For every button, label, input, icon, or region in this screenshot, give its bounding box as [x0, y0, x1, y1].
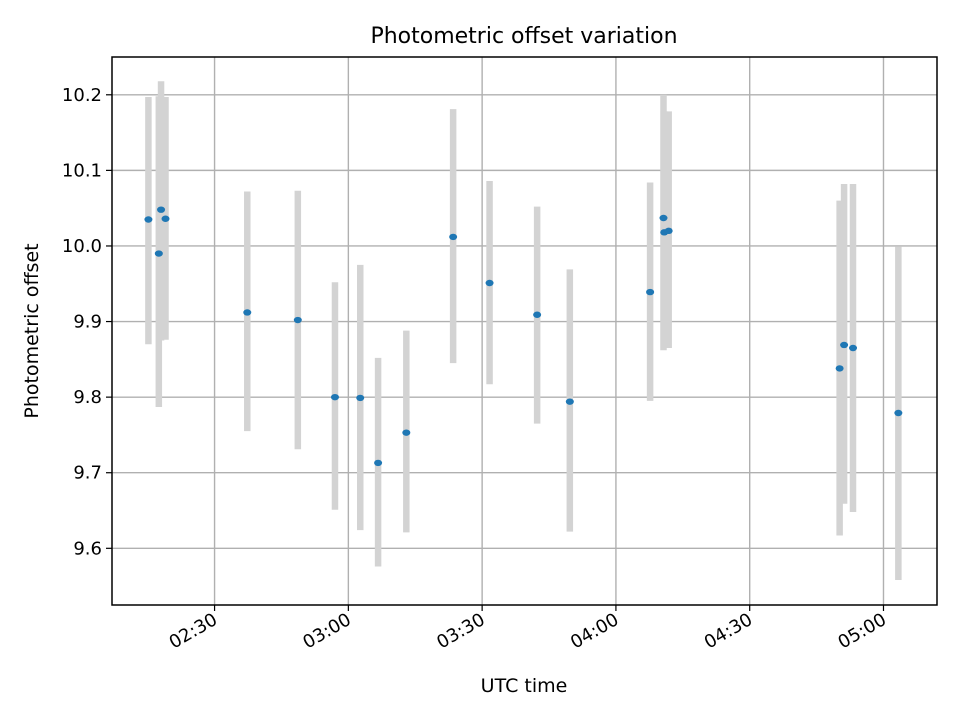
data-point	[849, 344, 858, 352]
error-bars	[145, 81, 902, 581]
data-point	[356, 394, 365, 402]
y-tick-label: 10.1	[62, 160, 102, 181]
grid	[112, 57, 937, 605]
y-tick-label: 10.0	[62, 236, 102, 257]
data-point	[330, 393, 339, 401]
x-tick-label: 03:30	[433, 609, 488, 653]
data-point	[840, 341, 849, 349]
plot-frame	[111, 56, 938, 606]
data-point	[243, 309, 252, 316]
data-point	[565, 398, 574, 405]
x-tick-label: 05:00	[835, 609, 890, 653]
x-axis-ticks: 02:30 03:00 03:30 04:00 04:30 05:00	[166, 605, 890, 653]
data-points	[144, 206, 903, 467]
data-point	[293, 316, 302, 324]
y-axis-label: Photometric offset	[21, 243, 43, 418]
x-tick-label: 03:00	[299, 609, 354, 653]
x-tick-label: 04:00	[567, 609, 622, 653]
data-point	[485, 279, 494, 287]
y-tick-label: 9.8	[73, 387, 102, 408]
chart-title: Photometric offset variation	[370, 24, 677, 49]
data-point	[157, 206, 166, 213]
data-point	[154, 250, 163, 257]
data-point	[894, 409, 903, 417]
x-tick-label: 04:30	[701, 609, 756, 653]
data-point	[449, 233, 458, 241]
x-axis-label: UTC time	[481, 675, 568, 697]
y-tick-label: 9.9	[73, 312, 102, 333]
data-point	[835, 365, 844, 372]
y-tick-label: 10.2	[62, 85, 102, 106]
data-point	[144, 216, 153, 223]
y-tick-label: 9.7	[73, 463, 102, 484]
data-point	[374, 459, 383, 467]
data-point	[161, 215, 170, 222]
data-point	[664, 227, 673, 235]
x-tick-label: 02:30	[166, 609, 221, 653]
data-point	[659, 214, 668, 222]
y-axis-ticks: 9.6 9.7 9.8 9.9 10.0 10.1 10.2	[62, 85, 112, 559]
y-tick-label: 9.6	[73, 538, 102, 559]
data-point	[402, 429, 411, 436]
data-point	[646, 288, 655, 296]
data-point	[533, 311, 542, 318]
